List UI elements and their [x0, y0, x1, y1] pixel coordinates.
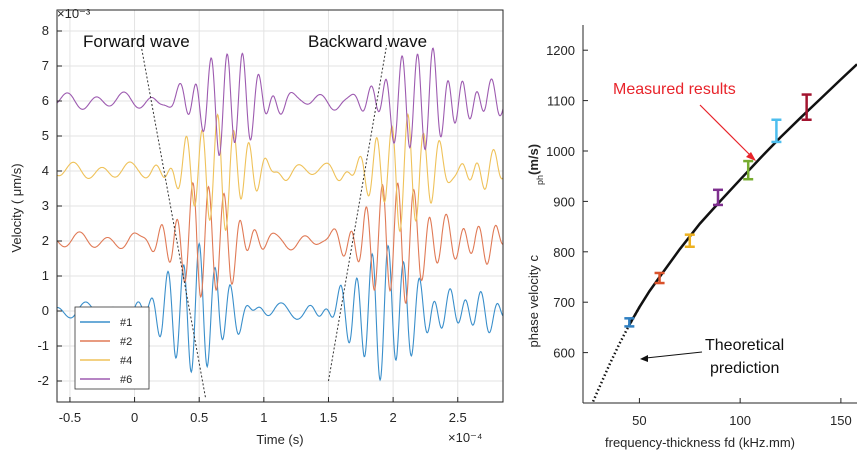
- right-y-tick-label: 900: [553, 194, 575, 209]
- right-plot-area: [583, 25, 857, 403]
- legend-label: #1: [120, 317, 132, 329]
- theory-annotation-line2: prediction: [710, 360, 779, 377]
- backward-wave-guide: [327, 44, 388, 382]
- measured-arrow-line: [699, 104, 753, 158]
- legend-label: #6: [120, 374, 132, 386]
- backward-wave-annotation: Backward wave: [308, 32, 427, 51]
- right-x-tick-label: 100: [729, 413, 751, 428]
- left-y-tick-label: 5: [42, 128, 49, 143]
- left-x-axis-label: Time (s): [256, 432, 303, 447]
- right-y-tick-label: 600: [553, 346, 575, 361]
- left-y-tick-label: 0: [42, 303, 49, 318]
- forward-wave-annotation: Forward wave: [83, 32, 190, 51]
- legend-label: #2: [120, 336, 132, 348]
- right-y-tick-label: 700: [553, 295, 575, 310]
- theory-arrow-head: [640, 355, 648, 362]
- theory-annotation-line1: Theoretical: [705, 337, 784, 354]
- left-y-axis-label: Velocity ( μm/s): [9, 163, 24, 252]
- y-exponent-label: ×10⁻³: [57, 6, 91, 21]
- legend: #1 #2 #4 #6: [74, 306, 150, 390]
- left-y-tick-label: 3: [42, 198, 49, 213]
- left-x-tick-label: 0: [131, 410, 138, 425]
- series-line-2: [56, 181, 504, 305]
- legend-items: #1 #2 #4 #6: [80, 317, 132, 386]
- left-x-tick-label: 1: [260, 410, 267, 425]
- dispersion-chart: 50 100 150 600 700 800 900 1000 1100 1200 frequen…: [526, 25, 857, 450]
- waveform-chart: -0.5 0 0.5 1 1.5 2 2.5 -2 -1 0 1 2 3 4 5 6 7 8 ×10⁻³ ×10⁻…: [9, 6, 504, 447]
- measured-points-group: [624, 93, 812, 328]
- series-line-4: [56, 113, 504, 233]
- right-x-axis-label: frequency-thickness fd (kHz.mm): [605, 435, 795, 450]
- left-y-tick-label: 2: [42, 233, 49, 248]
- measured-arrow-head: [746, 152, 756, 161]
- left-x-tick-label: 1.5: [319, 410, 337, 425]
- right-y-axis-unit: (m/s): [526, 144, 541, 175]
- series-line-6: [56, 47, 504, 156]
- left-y-tick-label: -1: [37, 338, 49, 353]
- left-y-tick-label: -2: [37, 373, 49, 388]
- legend-label: #4: [120, 355, 132, 367]
- legend-box: [74, 306, 150, 390]
- right-y-axis-label: phase velocity c: [526, 255, 541, 348]
- left-y-tick-label: 1: [42, 268, 49, 283]
- right-y-axis-subscript: ph: [535, 175, 545, 185]
- left-x-tick-label: -0.5: [59, 410, 81, 425]
- right-y-tick-label: 1200: [546, 43, 575, 58]
- right-y-tick-label: 1000: [546, 144, 575, 159]
- left-x-tick-label: 2: [389, 410, 396, 425]
- theory-curve-group: [591, 63, 857, 403]
- left-x-tick-label: 2.5: [449, 410, 467, 425]
- left-y-tick-label: 7: [42, 58, 49, 73]
- left-y-tick-label: 4: [42, 163, 49, 178]
- theory-curve-solid: [628, 63, 857, 326]
- left-y-tick-label: 8: [42, 23, 49, 38]
- wave-guide-lines: [140, 44, 388, 399]
- right-ticks: 50 100 150 600 700 800 900 1000 1100 1200: [546, 43, 852, 428]
- right-y-tick-label: 800: [553, 245, 575, 260]
- x-exponent-label: ×10⁻⁴: [448, 430, 483, 445]
- left-x-tick-label: 0.5: [190, 410, 208, 425]
- left-ticks: -0.5 0 0.5 1 1.5 2 2.5 -2 -1 0 1 2 3 4 5 6 7 8: [37, 23, 466, 425]
- right-x-tick-label: 150: [830, 413, 852, 428]
- left-y-tick-label: 6: [42, 93, 49, 108]
- right-y-tick-label: 1100: [547, 94, 575, 109]
- measured-results-annotation: Measured results: [613, 81, 736, 98]
- theory-arrow-line: [645, 351, 703, 359]
- right-x-tick-label: 50: [632, 413, 646, 428]
